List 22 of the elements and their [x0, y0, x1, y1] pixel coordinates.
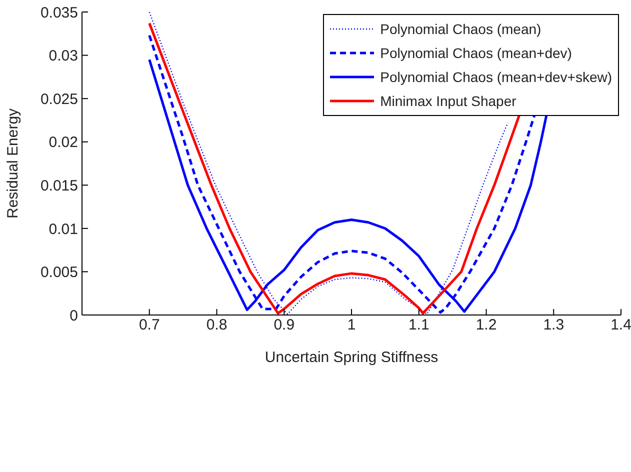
- y-axis-title: Residual Energy: [4, 108, 22, 218]
- legend-label: Minimax Input Shaper: [380, 93, 516, 109]
- x-tick-label: 1.4: [610, 316, 631, 334]
- y-tick-label: 0.015: [40, 177, 78, 194]
- y-tick-label: 0.01: [48, 220, 78, 238]
- x-tick-label: 1.3: [543, 316, 564, 334]
- legend-label: Polynomial Chaos (mean+dev): [380, 45, 572, 61]
- y-tick-label: 0.005: [40, 264, 78, 282]
- x-tick-label: 1: [347, 316, 356, 334]
- legend-label: Polynomial Chaos (mean+dev+skew): [380, 69, 612, 85]
- x-tick-label: 1.1: [408, 316, 430, 334]
- x-tick-label: 0.8: [206, 316, 228, 334]
- x-tick-label: 0.7: [138, 316, 160, 334]
- x-tick-label: 0.9: [274, 316, 295, 334]
- legend-label: Polynomial Chaos (mean): [380, 21, 542, 37]
- y-tick-label: 0.025: [40, 90, 78, 108]
- x-tick-label: 1.2: [476, 316, 497, 334]
- y-tick-label: 0.02: [48, 134, 78, 152]
- y-tick-label: 0: [70, 307, 78, 324]
- y-tick-label: 0.035: [40, 4, 78, 22]
- y-tick-label: 0.03: [48, 48, 78, 65]
- x-axis-title: Uncertain Spring Stiffness: [264, 349, 438, 366]
